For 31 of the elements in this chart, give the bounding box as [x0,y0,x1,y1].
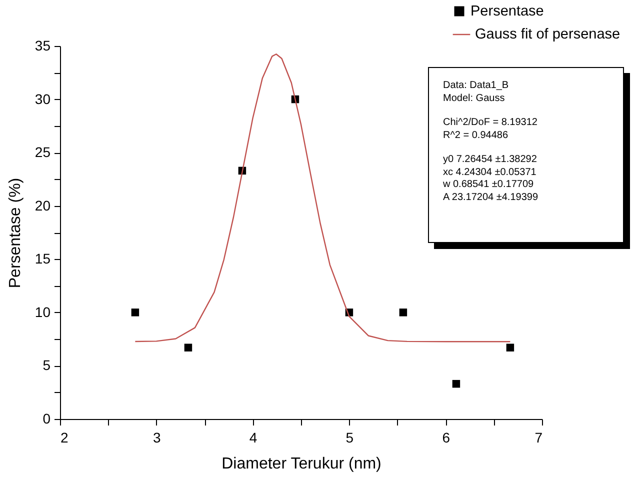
x-tick-label: 6 [442,430,450,446]
x-tick-label: 5 [346,430,354,446]
point [506,344,514,352]
point [131,308,140,316]
y-tick-label: 0 [42,410,51,426]
annotation: Data: Data1_B [443,80,510,92]
y-tick-label: 30 [34,90,51,107]
y-tick-label: 15 [34,250,51,267]
y-tick-label: 10 [34,304,51,320]
y-tick-label: 35 [34,38,51,54]
x-tick-label: 3 [153,430,161,446]
annotation: A 23.17204 ±4.19399 [443,192,540,204]
point [184,344,192,352]
annotation: Model: Gauss [443,92,506,105]
point [452,380,460,388]
y-tick-label: 20 [34,197,51,214]
y-tick-label: 25 [34,144,51,160]
y-axis-title: Persentase (%) [6,178,24,288]
legend-label: Gauss fit of persenase [475,26,620,42]
annotation: xc 4.24304 ±0.05371 [443,166,538,179]
y-tick-label: 5 [42,357,51,374]
annotation: R^2 = 0.94486 [443,130,510,142]
annotation: w 0.68541 ±0.17709 [443,179,535,192]
x-tick-label: 2 [60,430,68,446]
point [399,308,408,316]
x-axis-title: Diameter Terukur (nm) [222,456,382,472]
x-tick-label: 4 [249,430,258,446]
legend-label: Persentase [470,3,544,20]
annotation: y0 7.26454 ±1.38292 [443,154,538,166]
x-tick-label: 7 [534,430,543,446]
annotation: Chi^2/DoF = 8.19312 [443,117,538,130]
